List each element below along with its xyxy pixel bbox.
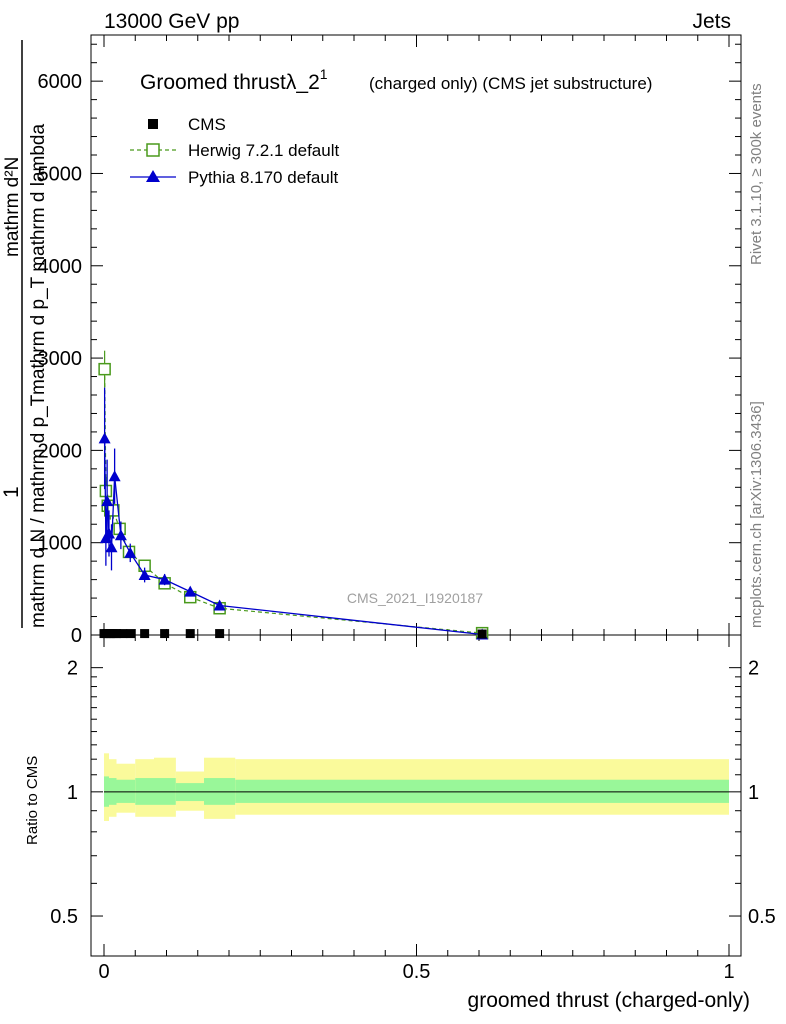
legend-label-cms: CMS xyxy=(188,115,226,134)
ratio-y-tick-label-right: 2 xyxy=(748,658,759,680)
main-y-tick-label: 3000 xyxy=(38,348,83,370)
cms-point xyxy=(118,629,128,639)
x-tick-label: 1 xyxy=(723,961,734,983)
main-y-tick-label: 0 xyxy=(71,625,82,647)
pythia-point xyxy=(108,470,121,482)
plot-title-tail: (charged only) (CMS jet substructure) xyxy=(369,74,652,93)
main-y-tick-label: 1000 xyxy=(38,533,83,555)
series-pythia xyxy=(98,387,489,640)
cms-point xyxy=(112,629,121,639)
header-energy-label: 13000 GeV pp xyxy=(104,10,239,33)
ratio-band-inner xyxy=(116,779,136,803)
x-tick-label: 0.5 xyxy=(403,961,431,983)
ratio-y-axis: 0.5 0.5 1 1 2 2 xyxy=(50,658,776,928)
pythia-point xyxy=(184,585,197,597)
pythia-point xyxy=(98,432,111,444)
pythia-point xyxy=(213,599,226,611)
cms-point xyxy=(477,629,487,639)
header-jets-label: Jets xyxy=(692,10,731,33)
pythia-point xyxy=(103,527,115,539)
legend-label-herwig: Herwig 7.2.1 default xyxy=(188,141,339,160)
rivet-version-label: Rivet 3.1.10, ≥ 300k events xyxy=(748,83,765,265)
x-tick-label: 0 xyxy=(98,961,109,983)
ratio-y-axis-label: Ratio to CMS xyxy=(24,756,41,845)
plot-title-main: Groomed thrustλ_2 xyxy=(140,71,320,94)
x-axis-label: groomed thrust (charged-only) xyxy=(468,989,750,1012)
ylabel-one: 1 xyxy=(0,486,23,498)
legend: CMS Herwig 7.2.1 default Pythia 8.170 de… xyxy=(130,115,339,187)
ratio-y-tick-label-right: 0.5 xyxy=(748,906,776,928)
pythia-point xyxy=(105,541,118,553)
main-y-axis-label: 1 mathrm d²N mathrm d N / mathrm d p_T m… xyxy=(0,40,49,628)
main-y-tick-label: 2000 xyxy=(38,440,83,462)
main-y-tick-label: 5000 xyxy=(38,163,83,185)
main-y-axis: 0 1000 2000 3000 4000 5000 6000 xyxy=(38,43,741,647)
pythia-point xyxy=(124,546,137,558)
pythia-point xyxy=(114,529,127,541)
plot-title-sup: 1 xyxy=(320,66,328,82)
main-y-tick-label: 4000 xyxy=(38,256,83,278)
cms-point xyxy=(160,629,170,639)
pythia-point xyxy=(101,495,114,507)
ylabel-numerator: mathrm d²N xyxy=(2,157,23,257)
herwig-point xyxy=(98,362,111,376)
ratio-y-tick-label: 1 xyxy=(67,782,78,804)
pythia-point xyxy=(138,569,151,580)
ratio-y-tick-label: 2 xyxy=(67,658,78,680)
ratio-band-inner xyxy=(235,779,729,803)
legend-label-pythia: Pythia 8.170 default xyxy=(188,168,339,187)
plot-title: Groomed thrustλ_21 xyxy=(140,66,328,94)
cms-point xyxy=(126,629,136,639)
legend-marker-herwig xyxy=(146,143,160,157)
analysis-watermark: CMS_2021_I1920187 xyxy=(347,590,483,606)
ylabel-denominator: mathrm d p_T mathrm d lambda xyxy=(28,124,49,395)
series-cms xyxy=(99,629,487,639)
cms-point xyxy=(215,629,225,639)
mcplots-label: mcplots.cern.ch [arXiv:1306.3436] xyxy=(748,401,765,628)
legend-marker-cms xyxy=(148,119,158,129)
main-y-tick-label: 6000 xyxy=(38,71,83,93)
ratio-bands xyxy=(104,753,729,821)
ratio-y-tick-label: 0.5 xyxy=(50,906,78,928)
cms-point xyxy=(185,629,195,639)
legend-marker-pythia xyxy=(146,170,160,182)
cms-point xyxy=(140,629,150,639)
ratio-y-tick-label-right: 1 xyxy=(748,782,759,804)
pythia-point xyxy=(158,573,171,585)
ylabel-bottom: mathrm d N / mathrm d p_T xyxy=(28,394,49,628)
